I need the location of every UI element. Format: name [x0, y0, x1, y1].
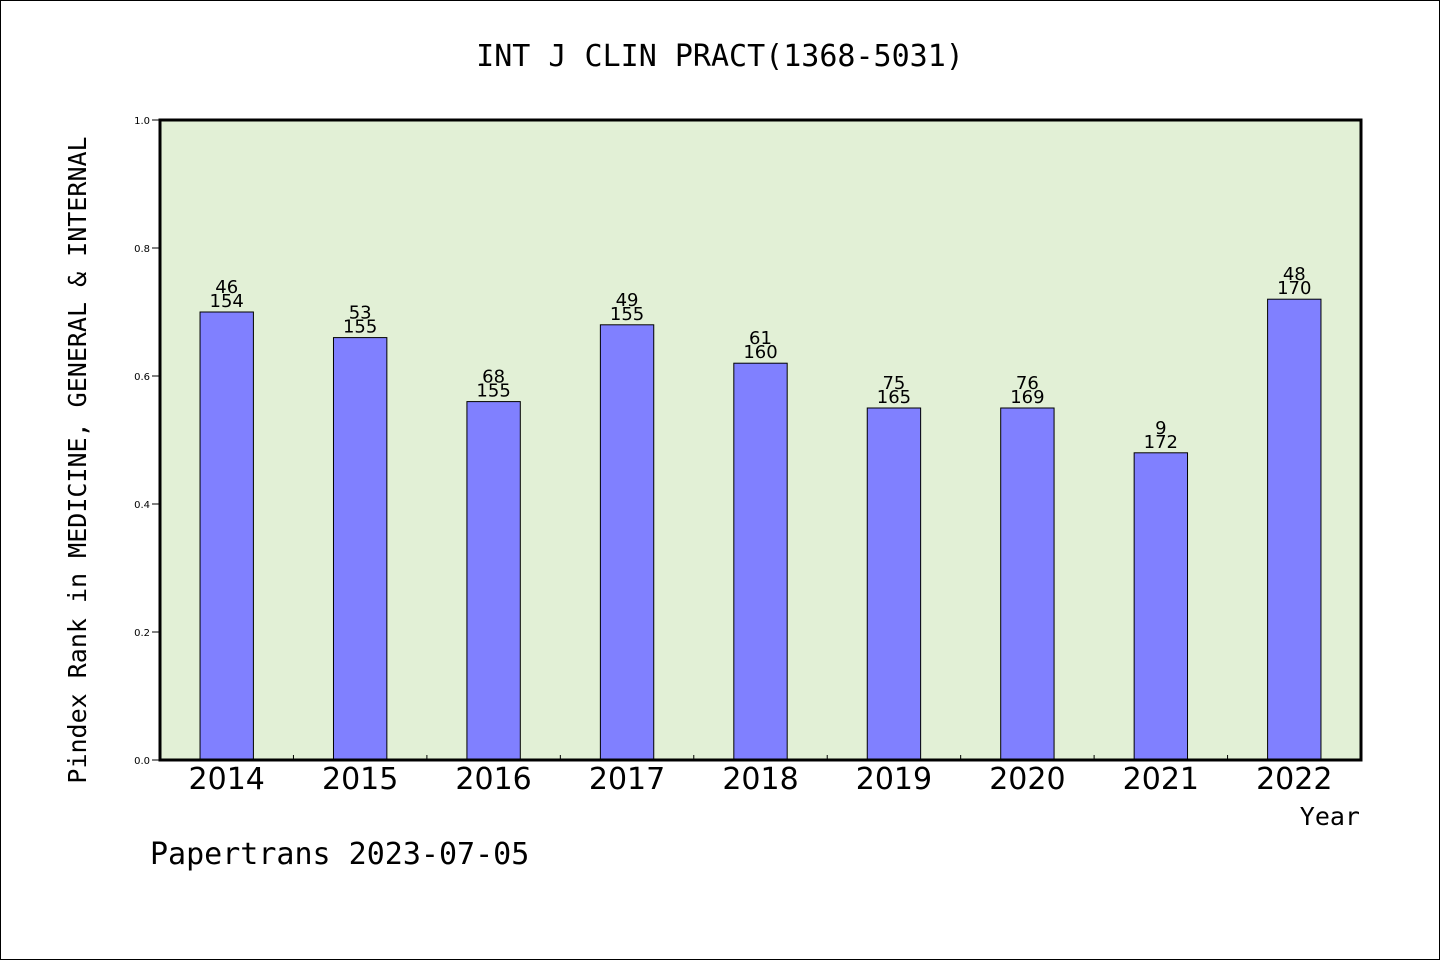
x-tick-label: 2022 [1256, 762, 1332, 797]
bar-2017 [599, 324, 655, 761]
x-tick-label: 2016 [455, 762, 531, 797]
bar-2021 [1133, 452, 1189, 761]
bar-2018 [733, 362, 788, 761]
bar-total-label: 172 [1144, 432, 1178, 453]
bar-total-label: 170 [1277, 278, 1311, 299]
y-tick-label: 0.6 [134, 372, 150, 383]
bar-rank-label: 49 [616, 290, 639, 311]
bar-rank-label: 53 [349, 303, 372, 324]
bar-2019 [866, 407, 922, 761]
y-axis-label: Pindex Rank in MEDICINE, GENERAL & INTER… [63, 136, 92, 783]
bar-rank-label: 46 [215, 277, 238, 298]
bar-2020 [1000, 407, 1055, 761]
x-tick-label: 2014 [189, 762, 265, 797]
x-tick-label: 2015 [322, 762, 398, 797]
bar-2015 [332, 337, 388, 761]
bar-rank-label: 61 [749, 328, 772, 349]
x-tick-label: 2017 [589, 762, 665, 797]
plot-border [158, 118, 1363, 762]
bar-2014 [199, 311, 254, 761]
bar-total-label: 165 [877, 387, 911, 408]
bar-rank-label: 9 [1155, 418, 1166, 439]
x-tick-label: 2020 [989, 762, 1065, 797]
x-tick-label: 2019 [856, 762, 932, 797]
y-tick-label: 0.2 [134, 628, 150, 639]
x-axis-label: Year [1300, 802, 1360, 831]
bar-rank-label: 75 [882, 373, 905, 394]
bar-total-label: 154 [210, 291, 244, 312]
bar-rank-label: 48 [1283, 264, 1306, 285]
bar-rank-label: 76 [1016, 373, 1039, 394]
bar-total-label: 155 [476, 381, 510, 402]
y-axis: 0.0 0.2 0.4 0.6 0.8 1.0 [134, 116, 160, 767]
y-tick-label: 1.0 [134, 116, 150, 127]
bars [199, 298, 1322, 761]
y-tick-label: 0.4 [134, 500, 150, 511]
chart-title: INT J CLIN PRACT(1368-5031) [476, 39, 964, 74]
bar-2016 [466, 401, 521, 761]
bar-total-label: 160 [743, 342, 777, 363]
bar-rank-label: 68 [482, 367, 505, 388]
x-axis: 2014 2015 2016 2017 2018 2019 2020 2021 2022 [189, 755, 1332, 797]
y-tick-label: 0.8 [134, 244, 150, 255]
footer-credit: Papertrans 2023-07-05 [150, 837, 529, 872]
bar-total-label: 155 [610, 304, 644, 325]
x-tick-label: 2018 [722, 762, 798, 797]
bar-total-label: 169 [1010, 387, 1044, 408]
bar-2022 [1267, 298, 1322, 761]
bar-labels: 4615453155681554915561160751657616991724… [210, 264, 1312, 453]
y-tick-label: 0.0 [134, 756, 150, 767]
bar-total-label: 155 [343, 317, 377, 338]
x-tick-label: 2021 [1123, 762, 1199, 797]
